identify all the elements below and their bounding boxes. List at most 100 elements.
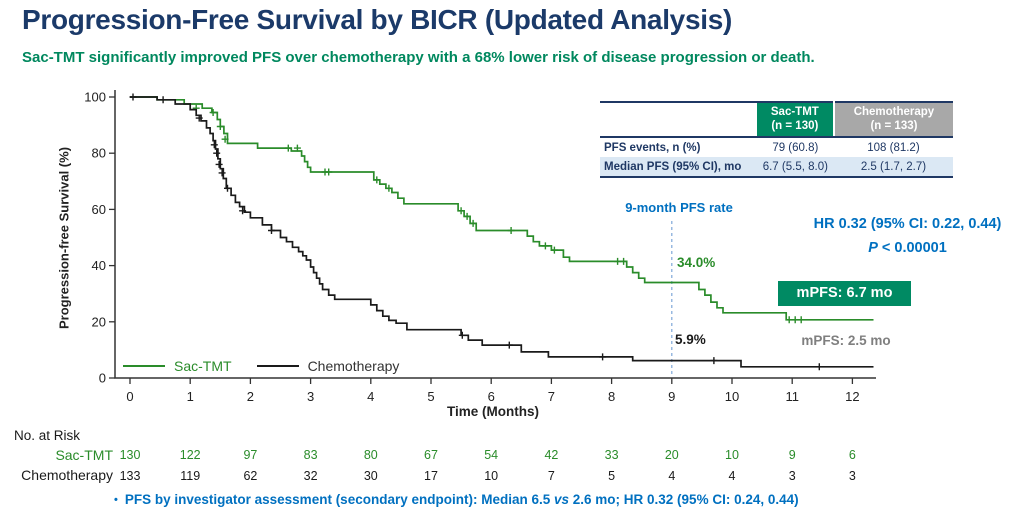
at-risk-value: 30 [364,469,378,483]
x-tick-label: 0 [126,389,133,404]
stats-header-row: Sac-TMT (n = 130) Chemotherapy (n = 133) [600,102,953,138]
at-risk-value: 7 [548,469,555,483]
footnote: • PFS by investigator assessment (seconda… [114,492,799,507]
y-tick-label: 20 [92,314,106,329]
at-risk-title: No. at Risk [14,428,81,443]
censor-mark [195,114,203,122]
censor-mark [268,227,275,234]
stats-value: 108 (81.2) [867,141,920,154]
censor-mark [213,149,221,157]
censor-mark [463,212,471,220]
at-risk-value: 33 [605,448,619,462]
at-risk-value: 133 [120,469,141,483]
table-row: Median PFS (95% CI), mo 6.7 (5.5, 8.0) 2… [600,157,953,177]
at-risk-value: 10 [484,469,498,483]
stats-value: 6.7 (5.5, 8.0) [756,157,834,177]
at-risk-value: 9 [789,448,796,462]
censor-mark [129,93,137,101]
at-risk-value: 17 [424,469,438,483]
p-value-text: P < 0.00001 [790,240,1025,256]
at-risk-value: 4 [668,469,675,483]
x-tick-label: 8 [608,389,615,404]
censor-mark [224,184,231,192]
stats-header-chemo-n: (n = 133) [870,119,918,132]
footnote-post: 2.6 mo; HR 0.32 (95% CI: 0.24, 0.44) [569,492,799,507]
hazard-ratio-text: HR 0.32 (95% CI: 0.22, 0.44) [813,216,1002,232]
stats-header-blank [600,102,757,138]
nine-month-pfs-label: 9-month PFS rate [625,200,733,215]
at-risk-value: 119 [180,469,200,483]
at-risk-value: 80 [364,448,378,462]
legend: Sac-TMT Chemotherapy [123,358,399,374]
stats-header-chemotherapy: Chemotherapy (n = 133) [832,102,953,138]
censor-mark [599,353,607,361]
censor-mark [710,357,718,365]
x-tick-label: 2 [247,389,254,404]
stats-header-sac-name: Sac-TMT [770,105,819,118]
stats-row-label: PFS events, n (%) [604,141,701,154]
censor-mark [550,246,558,254]
censor-mark [293,144,301,152]
x-tick-label: 3 [307,389,314,404]
censor-mark [239,207,247,215]
at-risk-value: 5 [608,469,615,483]
sac-tmt-9mo-rate: 34.0% [677,255,716,270]
y-tick-label: 0 [99,371,106,386]
at-risk-value: 10 [725,448,739,462]
censor-mark [785,316,793,324]
censor-mark [215,160,223,168]
stats-value: 79 (60.8) [772,141,819,154]
y-axis-label: Progression-free Survival (%) [56,146,72,330]
censor-mark [373,176,381,184]
p-value: < 0.00001 [877,240,947,256]
at-risk-value: 130 [120,448,141,462]
censor-mark [541,242,549,250]
at-risk-label-chemotherapy: Chemotherapy [21,467,113,483]
at-risk-value: 32 [304,469,318,483]
legend-label-sac-tmt: Sac-TMT [174,358,232,374]
at-risk-label-sac-tmt: Sac-TMT [55,447,113,463]
censor-mark [620,257,628,265]
x-tick-label: 5 [427,389,434,404]
x-tick-label: 7 [548,389,555,404]
x-axis-label: Time (Months) [447,404,539,419]
bullet-icon: • [114,494,118,506]
page-title: Progression-Free Survival by BICR (Updat… [22,4,732,35]
at-risk-value: 67 [424,448,438,462]
km-curve-chemotherapy [130,96,874,368]
y-tick-label: 60 [92,202,106,217]
mpfs-chemo-text: mPFS: 2.5 mo [801,333,891,348]
at-risk-value: 6 [849,448,856,462]
x-tick-label: 6 [488,389,495,404]
legend-line-sac-tmt [123,365,165,367]
y-tick-label: 80 [92,146,106,161]
stats-value: 2.5 (1.7, 2.7) [833,157,953,177]
at-risk-value: 83 [304,448,318,462]
censor-mark [505,341,513,349]
x-tick-label: 1 [187,389,194,404]
chemo-9mo-rate: 5.9% [675,332,706,347]
censor-mark [815,363,823,371]
at-risk-value: 62 [243,469,257,483]
censor-mark [457,207,465,215]
x-tick-label: 4 [367,389,374,404]
at-risk-value: 122 [180,448,201,462]
censor-mark [797,316,805,324]
footnote-pre: PFS by investigator assessment (secondar… [124,492,554,507]
at-risk-value: 3 [789,469,796,483]
at-risk-value: 42 [544,448,558,462]
censor-mark [209,109,217,116]
p-symbol: P [868,240,878,256]
legend-label-chemotherapy: Chemotherapy [307,358,400,374]
y-tick-label: 40 [92,258,106,273]
at-risk-value: 97 [243,448,257,462]
censor-mark [614,257,622,265]
y-tick-label: 100 [84,90,106,105]
stats-header-sac-n: (n = 130) [771,119,819,132]
x-tick-label: 11 [785,389,799,404]
at-risk-value: 3 [849,469,856,483]
km-curve-sac-tmt [130,96,874,321]
footnote-vs: vs [553,492,570,507]
